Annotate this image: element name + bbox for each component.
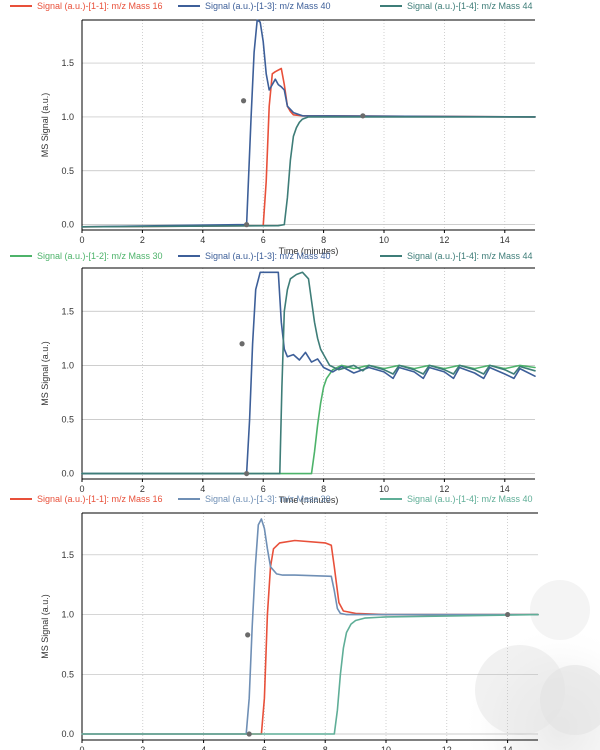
cursor-marker-dot[interactable]: [245, 632, 251, 638]
legend-label: Signal (a.u.)-[1-2]: m/z Mass 30: [37, 251, 163, 261]
y-tick-label: 0.0: [61, 469, 74, 479]
series-line-3: [81, 271, 536, 475]
ms-signal-chart-2: Signal (a.u.)-[1-2]: m/z Mass 30 Signal (…: [10, 251, 536, 505]
legend-label: Signal (a.u.)-[1-3]: m/z Mass 40: [205, 251, 331, 261]
series-line-2: [81, 518, 539, 735]
legend-label: Signal (a.u.)-[1-3]: m/z Mass 30: [205, 494, 331, 504]
chart-panel-1: Signal (a.u.)-[1-1]: m/z Mass 16 Signal (…: [0, 0, 600, 256]
legend-item-1[interactable]: Signal (a.u.)-[1-1]: m/z Mass 16: [10, 494, 163, 504]
x-tick-label: 14: [500, 484, 510, 494]
x-tick-label: 8: [321, 484, 326, 494]
legend-label: Signal (a.u.)-[1-1]: m/z Mass 16: [37, 1, 163, 11]
x-tick-label: 4: [200, 484, 205, 494]
x-tick-label: 12: [442, 745, 452, 750]
x-tick-label: 0: [79, 484, 84, 494]
y-tick-label: 1.5: [61, 306, 74, 316]
y-tick-label: 1.0: [61, 360, 74, 370]
series-line-1: [81, 539, 539, 735]
cursor-marker-dot[interactable]: [243, 470, 250, 477]
x-axis-title: Time (minutes): [279, 246, 339, 256]
x-tick-label: 8: [321, 235, 326, 245]
x-tick-label: 4: [200, 235, 205, 245]
cursor-marker-dot[interactable]: [246, 731, 252, 737]
y-tick-label: 0.0: [61, 220, 74, 230]
cursor-marker-dot[interactable]: [360, 113, 366, 119]
legend-item-3[interactable]: Signal (a.u.)-[1-4]: m/z Mass 44: [380, 1, 533, 11]
legend-item-1[interactable]: Signal (a.u.)-[1-2]: m/z Mass 30: [10, 251, 163, 261]
cursor-marker-dot[interactable]: [239, 341, 245, 347]
legend-label: Signal (a.u.)-[1-4]: m/z Mass 40: [407, 494, 533, 504]
y-axis-title: MS Signal (a.u.): [40, 594, 50, 659]
legend-label: Signal (a.u.)-[1-4]: m/z Mass 44: [407, 1, 533, 11]
x-tick-label: 14: [503, 745, 513, 750]
legend-item-2[interactable]: Signal (a.u.)-[1-3]: m/z Mass 40: [178, 251, 331, 261]
x-tick-label: 12: [439, 235, 449, 245]
ms-signal-chart-3: Signal (a.u.)-[1-1]: m/z Mass 16 Signal (…: [10, 494, 539, 750]
legend-item-2[interactable]: Signal (a.u.)-[1-3]: m/z Mass 30: [178, 494, 331, 504]
y-tick-label: 1.5: [61, 550, 74, 560]
x-tick-label: 10: [379, 484, 389, 494]
legend-item-1[interactable]: Signal (a.u.)-[1-1]: m/z Mass 16: [10, 1, 163, 11]
x-tick-label: 2: [140, 484, 145, 494]
x-tick-label: 10: [381, 745, 391, 750]
y-tick-label: 0.5: [61, 669, 74, 679]
legend-label: Signal (a.u.)-[1-3]: m/z Mass 40: [205, 1, 331, 11]
x-tick-label: 4: [201, 745, 206, 750]
y-axis-title: MS Signal (a.u.): [40, 93, 50, 158]
cursor-marker-dot[interactable]: [240, 98, 247, 104]
y-tick-label: 1.0: [61, 610, 74, 620]
y-tick-label: 0.5: [61, 166, 74, 176]
legend-label: Signal (a.u.)-[1-4]: m/z Mass 44: [407, 251, 533, 261]
series-line-2: [81, 19, 536, 228]
chart-panel-3: Signal (a.u.)-[1-1]: m/z Mass 16 Signal (…: [0, 491, 600, 750]
x-tick-label: 6: [261, 235, 266, 245]
legend-item-2[interactable]: Signal (a.u.)-[1-3]: m/z Mass 40: [178, 1, 331, 11]
x-tick-label: 2: [140, 235, 145, 245]
series-line-2: [81, 271, 536, 475]
y-tick-label: 1.5: [61, 58, 74, 68]
x-tick-label: 0: [79, 235, 84, 245]
x-tick-label: 8: [323, 745, 328, 750]
cursor-marker-dot[interactable]: [505, 611, 511, 618]
x-tick-label: 10: [379, 235, 389, 245]
series-line-1: [81, 67, 536, 228]
legend-item-3[interactable]: Signal (a.u.)-[1-4]: m/z Mass 40: [380, 494, 533, 504]
ms-signal-chart-1: Signal (a.u.)-[1-1]: m/z Mass 16 Signal (…: [10, 1, 536, 256]
x-axis-title: Time (minutes): [279, 495, 339, 505]
series-line-3: [81, 613, 539, 735]
chart-panel-2: Signal (a.u.)-[1-2]: m/z Mass 30 Signal (…: [0, 248, 600, 505]
x-tick-label: 6: [261, 484, 266, 494]
x-tick-label: 12: [439, 484, 449, 494]
x-tick-label: 6: [262, 745, 267, 750]
x-tick-label: 0: [79, 745, 84, 750]
y-tick-label: 1.0: [61, 112, 74, 122]
cursor-marker-dot[interactable]: [243, 222, 250, 228]
y-tick-label: 0.0: [61, 729, 74, 739]
y-axis-title: MS Signal (a.u.): [40, 341, 50, 406]
x-tick-label: 2: [140, 745, 145, 750]
series-line-3: [81, 116, 536, 228]
legend-label: Signal (a.u.)-[1-1]: m/z Mass 16: [37, 494, 163, 504]
y-tick-label: 0.5: [61, 414, 74, 424]
legend-item-3[interactable]: Signal (a.u.)-[1-4]: m/z Mass 44: [380, 251, 533, 261]
x-tick-label: 14: [500, 235, 510, 245]
